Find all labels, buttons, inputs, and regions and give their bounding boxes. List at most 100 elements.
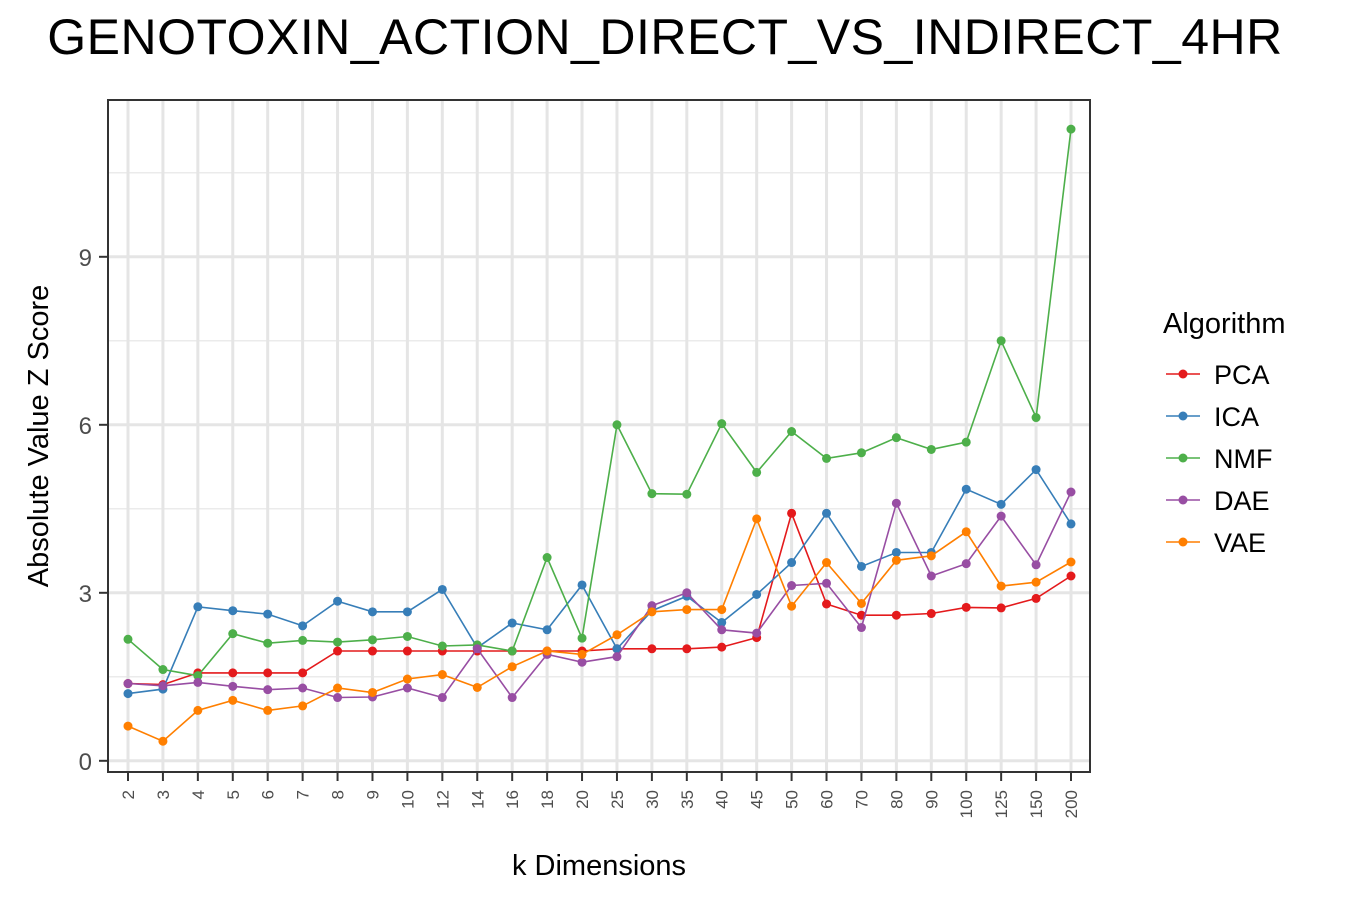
data-point-nmf — [926, 444, 936, 454]
data-point-pca — [333, 646, 343, 656]
legend-item-dae: DAE — [1166, 486, 1270, 516]
legend-label: NMF — [1214, 444, 1272, 474]
grid-major — [108, 100, 1090, 772]
data-point-nmf — [647, 489, 657, 499]
series-nmf — [123, 124, 1076, 681]
data-point-vae — [367, 687, 377, 697]
legend-item-ica: ICA — [1166, 402, 1259, 432]
data-point-ica — [1066, 519, 1076, 529]
y-tick-label: 9 — [79, 245, 92, 272]
data-point-nmf — [437, 641, 447, 651]
x-axis: 2 3 4 5 6 7 8 9 10 12 14 16 18 20 25 30 35 40 45 50 60 70 80 90… — [119, 772, 1081, 818]
x-tick-label: 45 — [748, 790, 767, 809]
x-tick-label: 4 — [189, 790, 208, 799]
series-layer — [123, 124, 1076, 746]
series-dae — [123, 487, 1076, 703]
data-point-dae — [507, 693, 517, 703]
data-point-nmf — [367, 635, 377, 645]
legend-label: PCA — [1214, 360, 1270, 390]
x-tick-label: 25 — [608, 790, 627, 809]
data-point-dae — [158, 681, 168, 691]
data-point-dae — [996, 511, 1006, 521]
data-point-vae — [612, 630, 622, 640]
x-tick-label: 20 — [573, 790, 592, 809]
y-axis-title: Absolute Value Z Score — [23, 285, 55, 588]
data-point-dae — [647, 601, 657, 611]
data-point-nmf — [402, 631, 412, 641]
data-point-dae — [891, 498, 901, 508]
y-tick-label: 0 — [79, 749, 92, 776]
x-tick-label: 10 — [398, 790, 417, 809]
data-point-nmf — [298, 635, 308, 645]
x-tick-label: 5 — [224, 790, 243, 799]
data-point-pca — [1031, 593, 1041, 603]
y-axis: 0 3 6 9 — [79, 245, 108, 776]
data-point-dae — [787, 581, 797, 591]
data-point-dae — [333, 693, 343, 703]
data-point-dae — [682, 588, 692, 598]
x-tick-label: 8 — [329, 790, 348, 799]
data-point-ica — [891, 547, 901, 557]
data-point-nmf — [996, 336, 1006, 346]
data-point-nmf — [891, 433, 901, 443]
chart-title: GENOTOXIN_ACTION_DIRECT_VS_INDIRECT_4HR — [47, 9, 1283, 65]
x-tick-label: 200 — [1062, 790, 1081, 818]
data-point-ica — [228, 606, 238, 616]
data-point-nmf — [752, 467, 762, 477]
data-point-ica — [856, 561, 866, 571]
series-line-nmf — [127, 129, 1072, 677]
data-point-dae — [1031, 560, 1041, 570]
data-point-dae — [961, 559, 971, 569]
data-point-pca — [996, 603, 1006, 613]
data-point-vae — [333, 683, 343, 693]
data-point-dae — [402, 683, 412, 693]
x-tick-label: 70 — [852, 790, 871, 809]
x-tick-label: 2 — [119, 790, 138, 799]
data-point-vae — [1031, 577, 1041, 587]
data-point-pca — [402, 646, 412, 656]
x-tick-label: 16 — [503, 790, 522, 809]
data-point-dae — [822, 578, 832, 588]
x-axis-title: k Dimensions — [512, 850, 686, 882]
x-tick-label: 150 — [1027, 790, 1046, 818]
data-point-pca — [787, 508, 797, 518]
data-point-nmf — [542, 553, 552, 563]
data-point-vae — [926, 551, 936, 561]
data-point-ica — [612, 644, 622, 654]
data-point-vae — [822, 558, 832, 568]
data-point-dae — [612, 652, 622, 662]
data-point-nmf — [123, 634, 133, 644]
legend-key-point — [1178, 369, 1188, 379]
data-point-vae — [507, 662, 517, 672]
series-ica — [123, 465, 1076, 699]
data-point-dae — [577, 657, 587, 667]
data-point-dae — [193, 677, 203, 687]
x-tick-label: 90 — [922, 790, 941, 809]
legend-label: ICA — [1214, 402, 1259, 432]
data-point-nmf — [717, 419, 727, 429]
x-tick-label: 50 — [783, 790, 802, 809]
data-point-nmf — [682, 489, 692, 499]
legend-item-vae: VAE — [1166, 528, 1266, 558]
series-vae — [123, 514, 1076, 746]
data-point-ica — [437, 584, 447, 594]
data-point-pca — [961, 602, 971, 612]
legend-key-point — [1178, 495, 1188, 505]
y-tick-label: 3 — [79, 581, 92, 608]
legend: Algorithm PCA ICA NMF DAE VAE — [1163, 308, 1286, 558]
data-point-nmf — [612, 420, 622, 430]
data-point-vae — [856, 598, 866, 608]
data-point-nmf — [158, 665, 168, 675]
x-tick-label: 125 — [992, 790, 1011, 818]
data-point-dae — [472, 644, 482, 654]
data-point-dae — [228, 681, 238, 691]
data-point-vae — [263, 705, 273, 715]
data-point-vae — [402, 674, 412, 684]
data-point-dae — [298, 683, 308, 693]
data-point-dae — [926, 571, 936, 581]
data-point-dae — [263, 685, 273, 695]
data-point-nmf — [1031, 413, 1041, 423]
data-point-vae — [577, 649, 587, 659]
series-line-vae — [127, 516, 1072, 743]
